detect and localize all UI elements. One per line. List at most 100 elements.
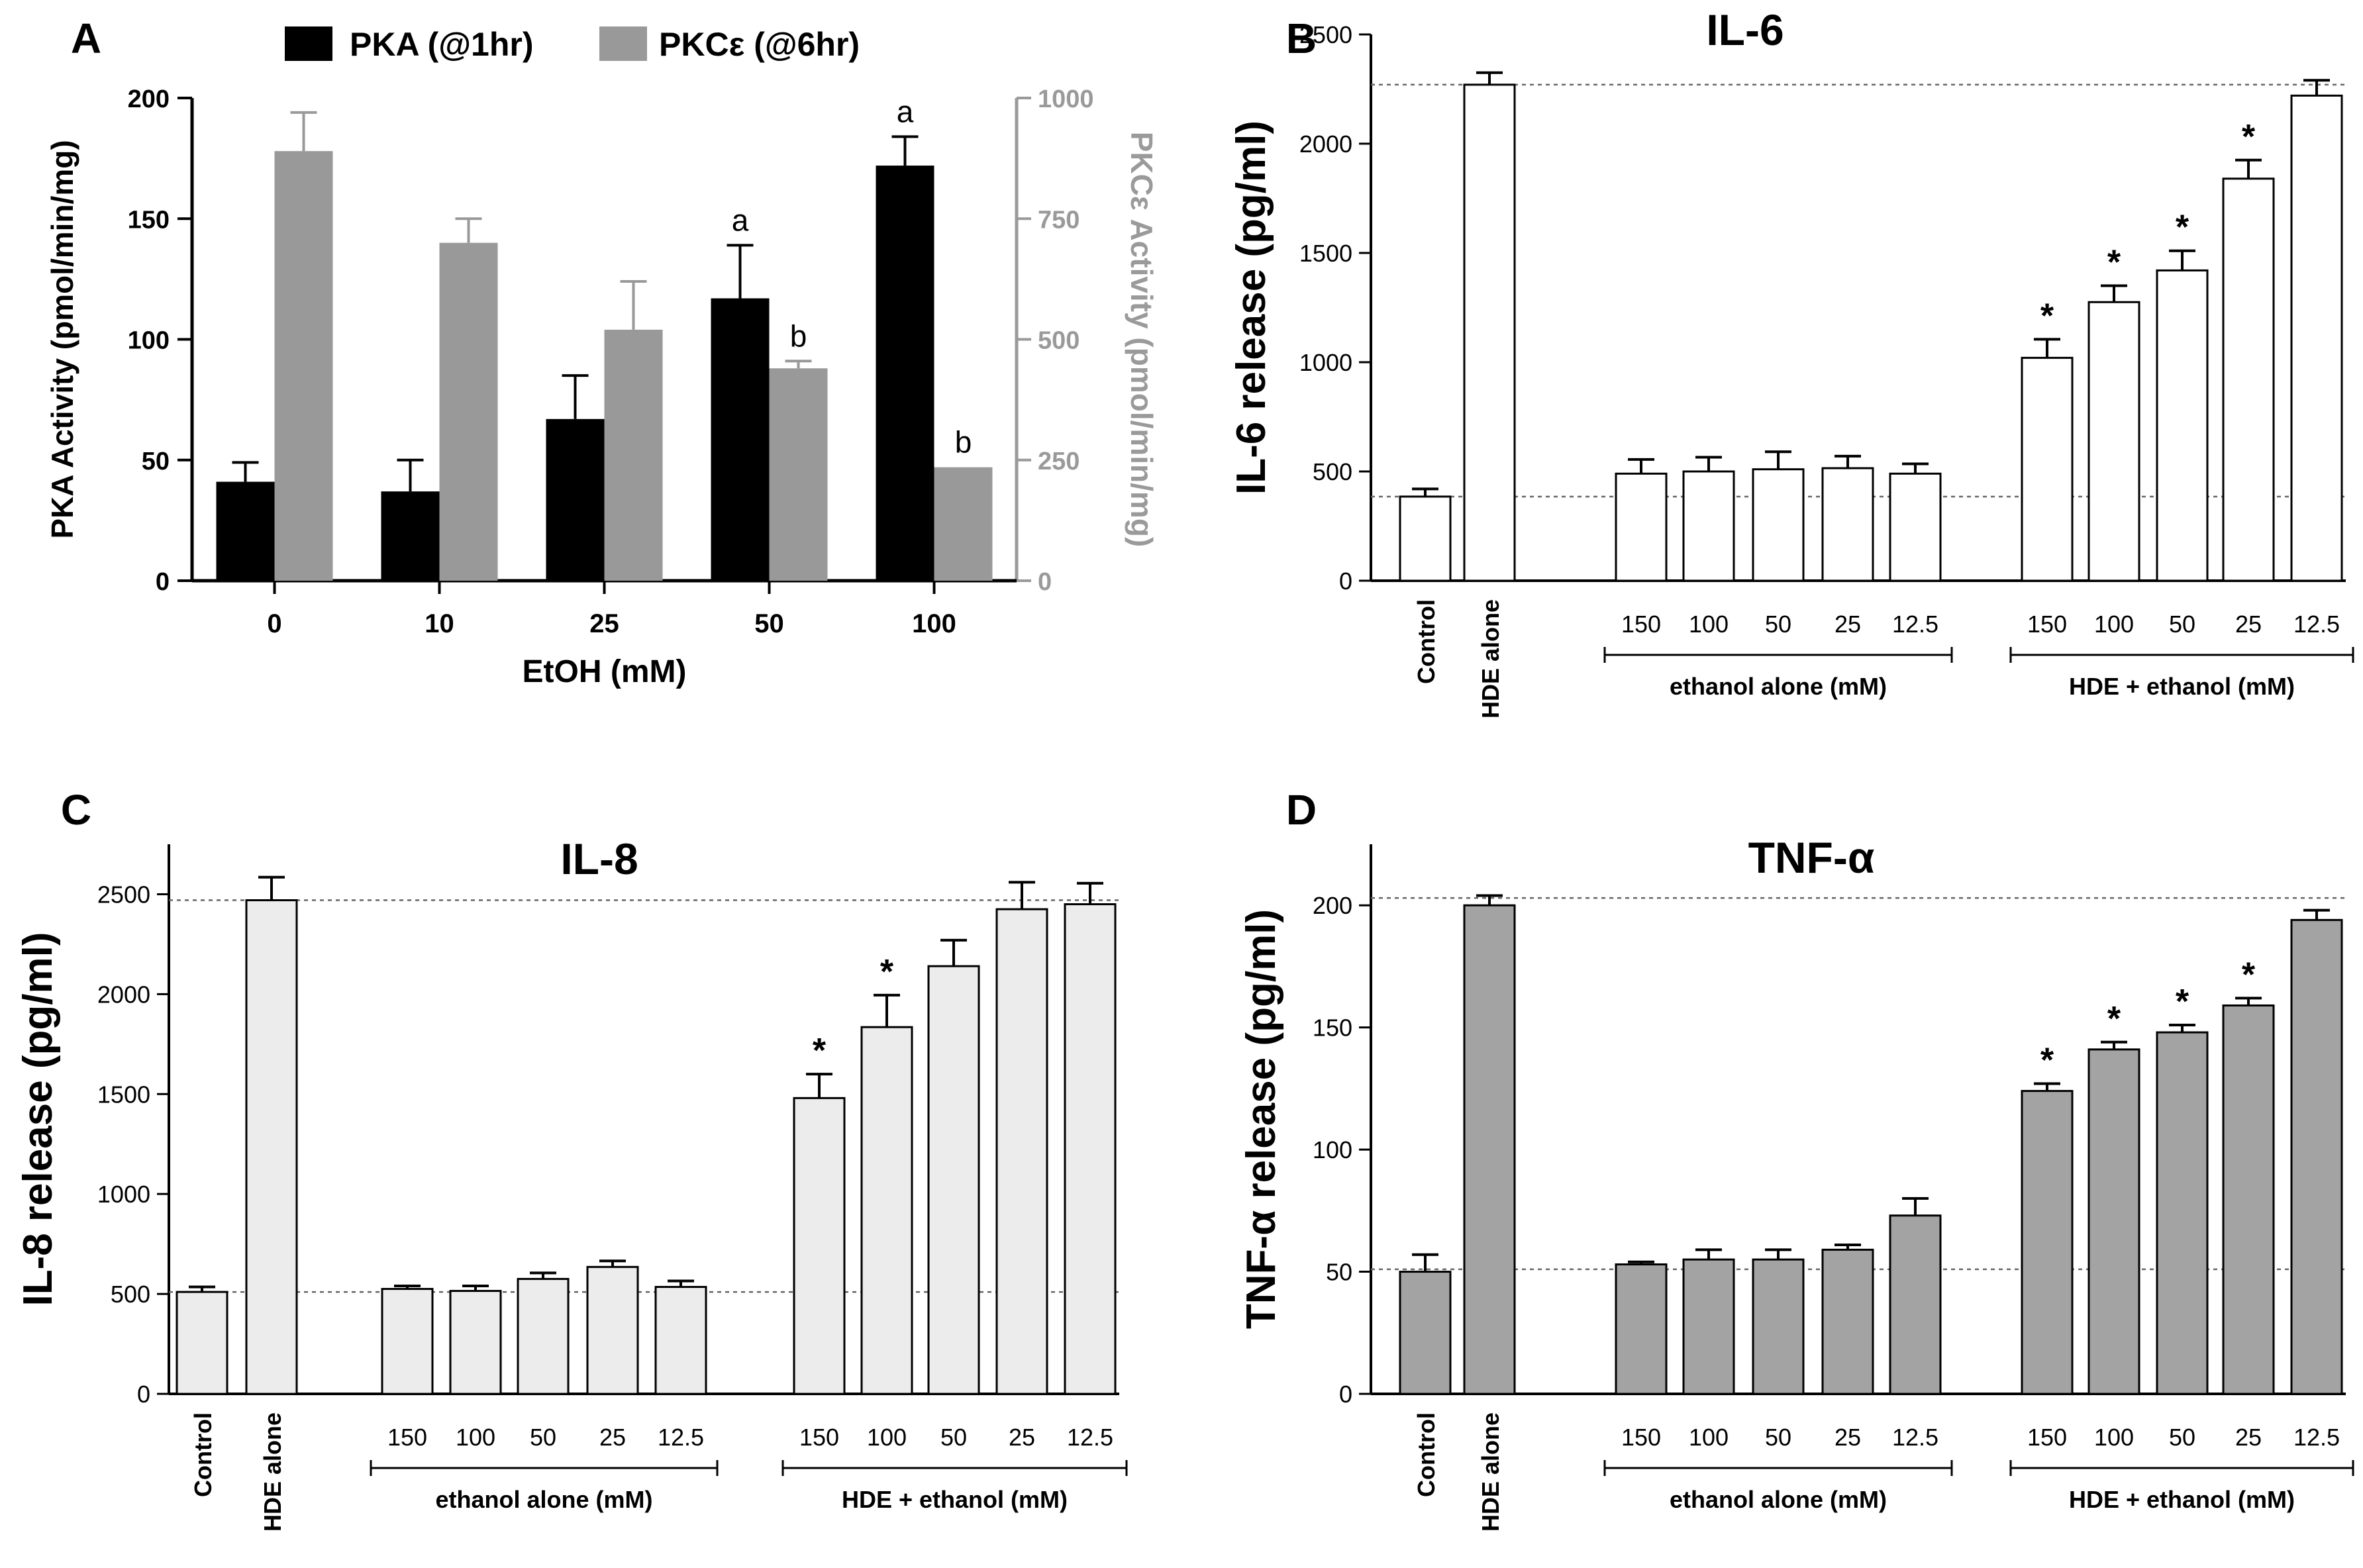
- panel-d-bar-7: [2021, 1090, 2074, 1395]
- panel-d-xlabel-2: 150: [1621, 1424, 1661, 1451]
- panel-d-xlabel-9: 50: [2169, 1424, 2195, 1451]
- panel-b-xlabel-4: 50: [1765, 611, 1791, 638]
- panel-b-xlabel-11: 12.5: [2293, 611, 2340, 638]
- panel-d-ytick-label-3: 150: [1313, 1014, 1352, 1042]
- panel-d-ytick-label-4: 200: [1313, 892, 1352, 919]
- panel-a-y2tick-label-1: 250: [1038, 448, 1080, 475]
- panel-d-xlabel-0: Control: [1413, 1412, 1440, 1497]
- panel-d-bar-3: [1682, 1258, 1735, 1395]
- panel-b-bar-11: [2290, 94, 2343, 582]
- panel-d-title: TNF-α: [1748, 833, 1875, 882]
- panel-c-annotation-7: *: [813, 1032, 827, 1070]
- panel-label-a: A: [71, 15, 101, 62]
- panel-a-pkc-bar-2: [604, 329, 663, 581]
- panel-d-xlabel-6: 12.5: [1892, 1424, 1938, 1451]
- panel-b-bar-4: [1752, 468, 1805, 582]
- panel-a-xtick-label-0: 0: [267, 609, 281, 638]
- panel-b-xlabel-3: 100: [1689, 611, 1729, 638]
- panel-a-pka-bar-0: [216, 481, 275, 581]
- panel-c-bar-9: [927, 965, 980, 1395]
- panel-d-bar-10: [2222, 1004, 2275, 1395]
- panel-b-ytick-label-5: 2500: [1299, 21, 1352, 48]
- panel-a-pka-annotation-3: a: [732, 203, 749, 237]
- panel-d-ytick-label-2: 100: [1313, 1136, 1352, 1163]
- panel-a-y2tick-label-2: 500: [1038, 327, 1080, 355]
- panel-a-pka-annotation-4: a: [897, 94, 914, 128]
- panel-c-group-label-1: HDE + ethanol (mM): [842, 1486, 1068, 1513]
- panel-d-ytick-label-1: 50: [1326, 1259, 1352, 1286]
- panel-d-bar-11: [2290, 918, 2343, 1395]
- panel-a-y2tick-label-0: 0: [1038, 568, 1052, 596]
- panel-c-group-label-0: ethanol alone (mM): [435, 1486, 652, 1513]
- panel-a-xtick-label-2: 25: [589, 609, 619, 638]
- panel-c-ytick-label-2: 1000: [97, 1181, 150, 1208]
- panel-c-bar-0: [176, 1291, 228, 1395]
- panel-d-xlabel-1: HDE alone: [1477, 1412, 1504, 1532]
- panel-c-annotation-8: *: [880, 953, 894, 991]
- panel-label-d: D: [1286, 786, 1317, 834]
- panel-d-bar-0: [1399, 1271, 1452, 1395]
- panel-c-bar-1: [245, 899, 298, 1395]
- panel-a-ytick-label-4: 200: [128, 85, 170, 113]
- panel-d-bar-5: [1821, 1248, 1874, 1395]
- panel-d-xlabel-7: 150: [2027, 1424, 2067, 1451]
- panel-a-pkc-bar-4: [934, 467, 993, 581]
- panel-b-annotation-7: *: [2040, 297, 2054, 335]
- panel-c-bar-11: [1064, 903, 1117, 1395]
- panel-a-ytick-label-0: 0: [156, 568, 170, 596]
- panel-a-pkc-bar-1: [439, 242, 498, 581]
- panel-c-bar-6: [654, 1286, 707, 1395]
- panel-c-ytick-label-4: 2000: [97, 981, 150, 1008]
- panel-d-annotation-8: *: [2107, 1000, 2121, 1038]
- panel-a-pka-bar-1: [381, 491, 440, 581]
- panel-b-xlabel-2: 150: [1621, 611, 1661, 638]
- legend-label-pka: PKA (@1hr): [350, 26, 533, 63]
- panel-b-xlabel-6: 12.5: [1892, 611, 1938, 638]
- panel-d-ylabel: TNF-α release (pg/ml): [1238, 909, 1284, 1329]
- panel-b-annotation-9: *: [2176, 209, 2189, 247]
- panel-b-ylabel: IL-6 release (pg/ml): [1229, 121, 1274, 495]
- panel-d-bar-9: [2156, 1031, 2209, 1395]
- panel-c-bar-4: [517, 1277, 570, 1395]
- panel-b-group-label-1: HDE + ethanol (mM): [2069, 673, 2295, 700]
- panel-b-bar-1: [1463, 83, 1516, 582]
- panel-b-bar-3: [1682, 470, 1735, 582]
- panel-a-xtick-label-1: 10: [425, 609, 454, 638]
- panel-d-xlabel-8: 100: [2094, 1424, 2134, 1451]
- panel-b-xlabel-5: 25: [1835, 611, 1861, 638]
- panel-d-bar-6: [1889, 1214, 1942, 1395]
- panel-c-bar-5: [586, 1265, 639, 1395]
- panel-a-y2tick-label-3: 750: [1038, 206, 1080, 234]
- panel-b-ytick-label-0: 0: [1339, 567, 1352, 595]
- panel-b-title: IL-6: [1706, 5, 1784, 54]
- panel-a-pkc-bar-0: [274, 151, 333, 581]
- panel-c-xlabel-11: 12.5: [1067, 1424, 1113, 1451]
- panel-b-bar-10: [2222, 177, 2275, 582]
- panel-d-group-label-0: ethanol alone (mM): [1670, 1486, 1887, 1513]
- panel-b-annotation-10: *: [2242, 118, 2256, 156]
- panel-a-y2label: PKCε Activity (pmol/min/mg): [1125, 132, 1159, 548]
- panel-a-pkc-annotation-3: b: [790, 318, 807, 353]
- panel-d-bar-2: [1615, 1263, 1668, 1395]
- panel-b-ytick-label-3: 1500: [1299, 240, 1352, 267]
- panel-d-annotation-7: *: [2040, 1042, 2054, 1080]
- panel-a-pka-bar-3: [711, 298, 770, 581]
- panel-b-xlabel-9: 50: [2169, 611, 2195, 638]
- panel-b-bar-8: [2087, 301, 2140, 582]
- legend-swatch-pkc: [599, 26, 647, 61]
- panel-d-bar-1: [1463, 904, 1516, 1395]
- panel-c-bar-8: [860, 1026, 913, 1395]
- panel-c-bar-7: [793, 1097, 846, 1395]
- panel-a-xtick-label-4: 100: [912, 609, 956, 638]
- panel-b-annotation-8: *: [2107, 244, 2121, 282]
- panel-a-pka-bar-4: [876, 166, 934, 581]
- panel-a-y2tick-label-4: 1000: [1038, 85, 1094, 113]
- panel-b-bar-0: [1399, 495, 1452, 582]
- panel-d-xlabel-3: 100: [1689, 1424, 1729, 1451]
- panel-b-group-label-0: ethanol alone (mM): [1670, 673, 1887, 700]
- panel-d-xlabel-4: 50: [1765, 1424, 1791, 1451]
- panel-d-xlabel-5: 25: [1835, 1424, 1861, 1451]
- panel-b-xlabel-10: 25: [2235, 611, 2262, 638]
- panel-b-xlabel-8: 100: [2094, 611, 2134, 638]
- panel-label-b: B: [1286, 15, 1317, 62]
